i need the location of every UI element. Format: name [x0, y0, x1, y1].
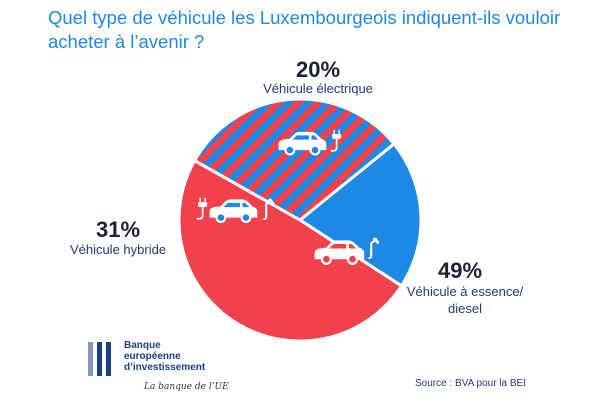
hybrid-percentage: 31%	[95, 217, 141, 242]
fuel-label-line1: Véhicule à essence/	[406, 284, 524, 299]
fuel-percentage: 49%	[437, 258, 483, 283]
fuel-label: Véhicule à essence/ diesel	[400, 283, 530, 317]
fuel-label-line2: diesel	[448, 301, 482, 316]
source-note: Source : BVA pour la BEI	[415, 378, 526, 389]
eib-logo-line2: européenne	[124, 351, 181, 362]
eib-logo-text: Banque européenne d’investissement	[124, 340, 205, 373]
electric-percentage: 20%	[295, 57, 341, 82]
eib-logo: Banque européenne d’investissement La ba…	[84, 340, 234, 396]
eib-slogan: La banque de l’UE	[144, 382, 229, 392]
eib-logo-mark	[84, 342, 120, 376]
eib-logo-line1: Banque	[124, 340, 161, 351]
eib-logo-line3: d’investissement	[124, 362, 206, 373]
pie-slice-electric	[298, 142, 423, 288]
electric-label: Véhicule électrique	[263, 81, 373, 96]
pie-slice-hybrid	[193, 97, 396, 222]
hybrid-label: Véhicule hybride	[69, 242, 167, 257]
chart-title: Quel type de véhicule les Luxembourgeois…	[48, 7, 561, 52]
